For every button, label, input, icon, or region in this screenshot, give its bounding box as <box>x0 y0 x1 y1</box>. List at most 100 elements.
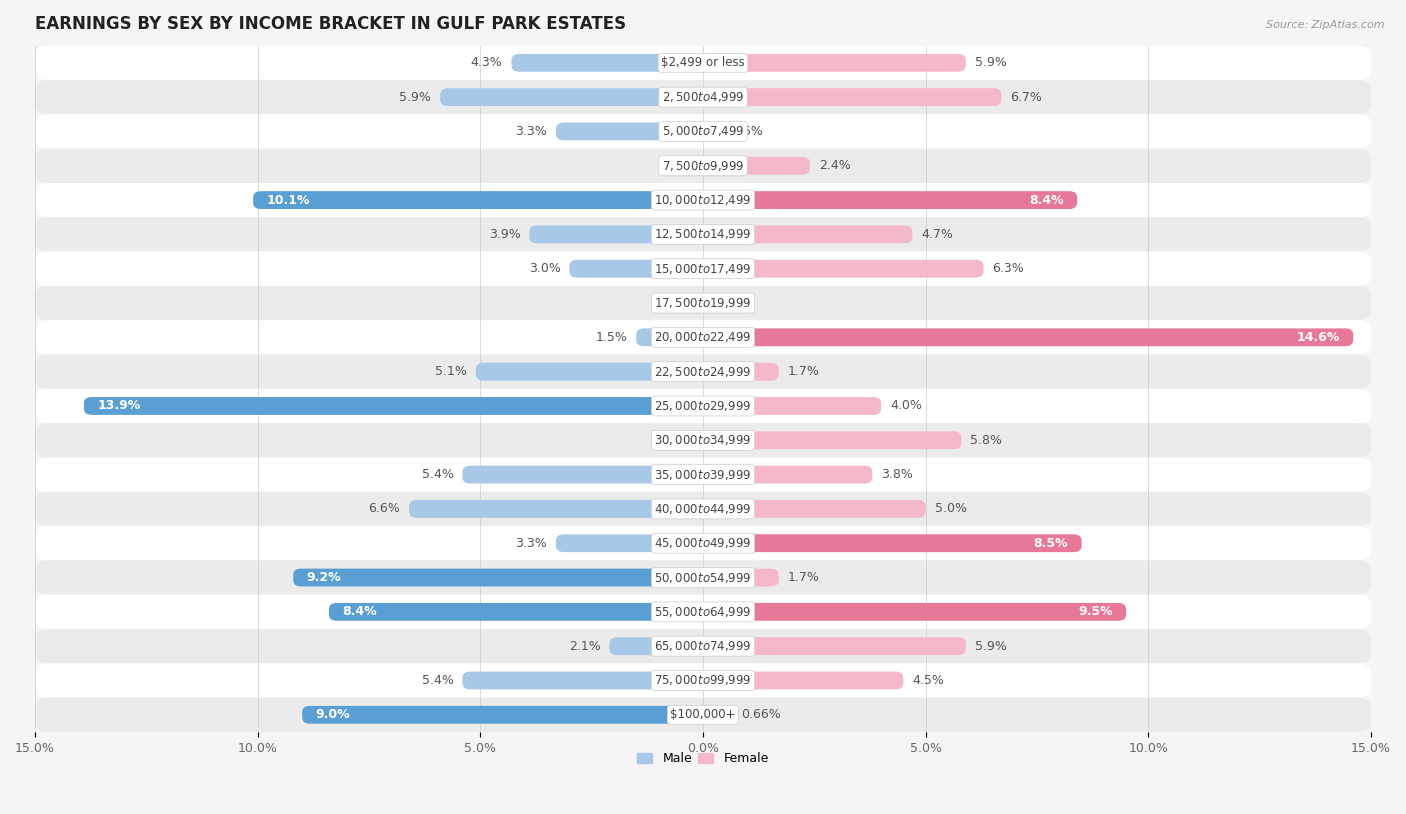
FancyBboxPatch shape <box>294 569 703 586</box>
FancyBboxPatch shape <box>703 294 710 312</box>
Text: $20,000 to $22,499: $20,000 to $22,499 <box>654 330 752 344</box>
Text: 4.0%: 4.0% <box>890 400 922 413</box>
FancyBboxPatch shape <box>35 252 1371 286</box>
FancyBboxPatch shape <box>35 46 1371 80</box>
Text: 5.8%: 5.8% <box>970 434 1002 447</box>
FancyBboxPatch shape <box>703 397 882 415</box>
FancyBboxPatch shape <box>703 225 912 243</box>
Text: 5.9%: 5.9% <box>974 640 1007 653</box>
FancyBboxPatch shape <box>440 88 703 106</box>
Text: 14.6%: 14.6% <box>1296 330 1340 344</box>
FancyBboxPatch shape <box>703 88 1001 106</box>
Text: 6.3%: 6.3% <box>993 262 1024 275</box>
FancyBboxPatch shape <box>703 191 1077 209</box>
FancyBboxPatch shape <box>409 500 703 518</box>
FancyBboxPatch shape <box>703 260 984 278</box>
Text: 1.7%: 1.7% <box>787 365 820 379</box>
Text: 0.0%: 0.0% <box>659 296 692 309</box>
FancyBboxPatch shape <box>35 286 1371 320</box>
Text: $22,500 to $24,999: $22,500 to $24,999 <box>654 365 752 379</box>
FancyBboxPatch shape <box>555 123 703 140</box>
FancyBboxPatch shape <box>35 217 1371 252</box>
FancyBboxPatch shape <box>609 637 703 655</box>
Text: 3.9%: 3.9% <box>489 228 520 241</box>
Text: 0.0%: 0.0% <box>714 296 747 309</box>
FancyBboxPatch shape <box>35 629 1371 663</box>
FancyBboxPatch shape <box>703 706 733 724</box>
Text: 5.4%: 5.4% <box>422 468 454 481</box>
FancyBboxPatch shape <box>35 320 1371 354</box>
FancyBboxPatch shape <box>696 431 703 449</box>
Text: $17,500 to $19,999: $17,500 to $19,999 <box>654 296 752 310</box>
FancyBboxPatch shape <box>35 595 1371 629</box>
Text: $15,000 to $17,499: $15,000 to $17,499 <box>654 262 752 276</box>
FancyBboxPatch shape <box>35 354 1371 389</box>
FancyBboxPatch shape <box>35 663 1371 698</box>
Text: 4.5%: 4.5% <box>912 674 945 687</box>
Text: $7,500 to $9,999: $7,500 to $9,999 <box>662 159 744 173</box>
Text: $2,499 or less: $2,499 or less <box>661 56 745 69</box>
Text: 5.9%: 5.9% <box>974 56 1007 69</box>
FancyBboxPatch shape <box>35 149 1371 183</box>
Text: $65,000 to $74,999: $65,000 to $74,999 <box>654 639 752 653</box>
Text: $5,000 to $7,499: $5,000 to $7,499 <box>662 125 744 138</box>
Text: $45,000 to $49,999: $45,000 to $49,999 <box>654 536 752 550</box>
Text: 4.3%: 4.3% <box>471 56 502 69</box>
Text: 8.4%: 8.4% <box>1029 194 1064 207</box>
FancyBboxPatch shape <box>703 431 962 449</box>
Text: 0.26%: 0.26% <box>724 125 763 138</box>
FancyBboxPatch shape <box>35 526 1371 560</box>
Text: 3.3%: 3.3% <box>516 536 547 549</box>
Text: 3.8%: 3.8% <box>882 468 912 481</box>
Text: Source: ZipAtlas.com: Source: ZipAtlas.com <box>1267 20 1385 30</box>
Text: 10.1%: 10.1% <box>267 194 311 207</box>
FancyBboxPatch shape <box>703 363 779 381</box>
FancyBboxPatch shape <box>696 157 703 175</box>
Text: 4.7%: 4.7% <box>921 228 953 241</box>
Text: 0.0%: 0.0% <box>659 434 692 447</box>
FancyBboxPatch shape <box>703 466 872 484</box>
FancyBboxPatch shape <box>529 225 703 243</box>
Text: 5.4%: 5.4% <box>422 674 454 687</box>
Text: 8.5%: 8.5% <box>1033 536 1069 549</box>
FancyBboxPatch shape <box>35 457 1371 492</box>
Text: 8.4%: 8.4% <box>342 606 377 619</box>
FancyBboxPatch shape <box>703 157 810 175</box>
Text: $25,000 to $29,999: $25,000 to $29,999 <box>654 399 752 413</box>
FancyBboxPatch shape <box>35 423 1371 457</box>
Text: 3.3%: 3.3% <box>516 125 547 138</box>
FancyBboxPatch shape <box>35 114 1371 149</box>
FancyBboxPatch shape <box>696 294 703 312</box>
FancyBboxPatch shape <box>35 80 1371 114</box>
FancyBboxPatch shape <box>302 706 703 724</box>
Text: 0.66%: 0.66% <box>741 708 782 721</box>
FancyBboxPatch shape <box>35 560 1371 595</box>
FancyBboxPatch shape <box>463 672 703 689</box>
Text: 9.2%: 9.2% <box>307 571 342 584</box>
Text: $35,000 to $39,999: $35,000 to $39,999 <box>654 467 752 482</box>
FancyBboxPatch shape <box>35 389 1371 423</box>
Text: $55,000 to $64,999: $55,000 to $64,999 <box>654 605 752 619</box>
Text: 6.7%: 6.7% <box>1011 90 1042 103</box>
FancyBboxPatch shape <box>569 260 703 278</box>
FancyBboxPatch shape <box>329 603 703 621</box>
Text: 9.5%: 9.5% <box>1078 606 1112 619</box>
Text: $30,000 to $34,999: $30,000 to $34,999 <box>654 433 752 447</box>
FancyBboxPatch shape <box>703 534 1081 552</box>
Text: 2.4%: 2.4% <box>818 160 851 173</box>
FancyBboxPatch shape <box>703 637 966 655</box>
Text: 6.6%: 6.6% <box>368 502 401 515</box>
Text: 2.1%: 2.1% <box>569 640 600 653</box>
FancyBboxPatch shape <box>703 328 1353 346</box>
Text: 3.0%: 3.0% <box>529 262 561 275</box>
Text: 1.5%: 1.5% <box>595 330 627 344</box>
FancyBboxPatch shape <box>35 492 1371 526</box>
FancyBboxPatch shape <box>555 534 703 552</box>
FancyBboxPatch shape <box>253 191 703 209</box>
FancyBboxPatch shape <box>636 328 703 346</box>
Text: 5.0%: 5.0% <box>935 502 966 515</box>
FancyBboxPatch shape <box>703 500 925 518</box>
Text: 13.9%: 13.9% <box>97 400 141 413</box>
FancyBboxPatch shape <box>475 363 703 381</box>
Text: EARNINGS BY SEX BY INCOME BRACKET IN GULF PARK ESTATES: EARNINGS BY SEX BY INCOME BRACKET IN GUL… <box>35 15 626 33</box>
